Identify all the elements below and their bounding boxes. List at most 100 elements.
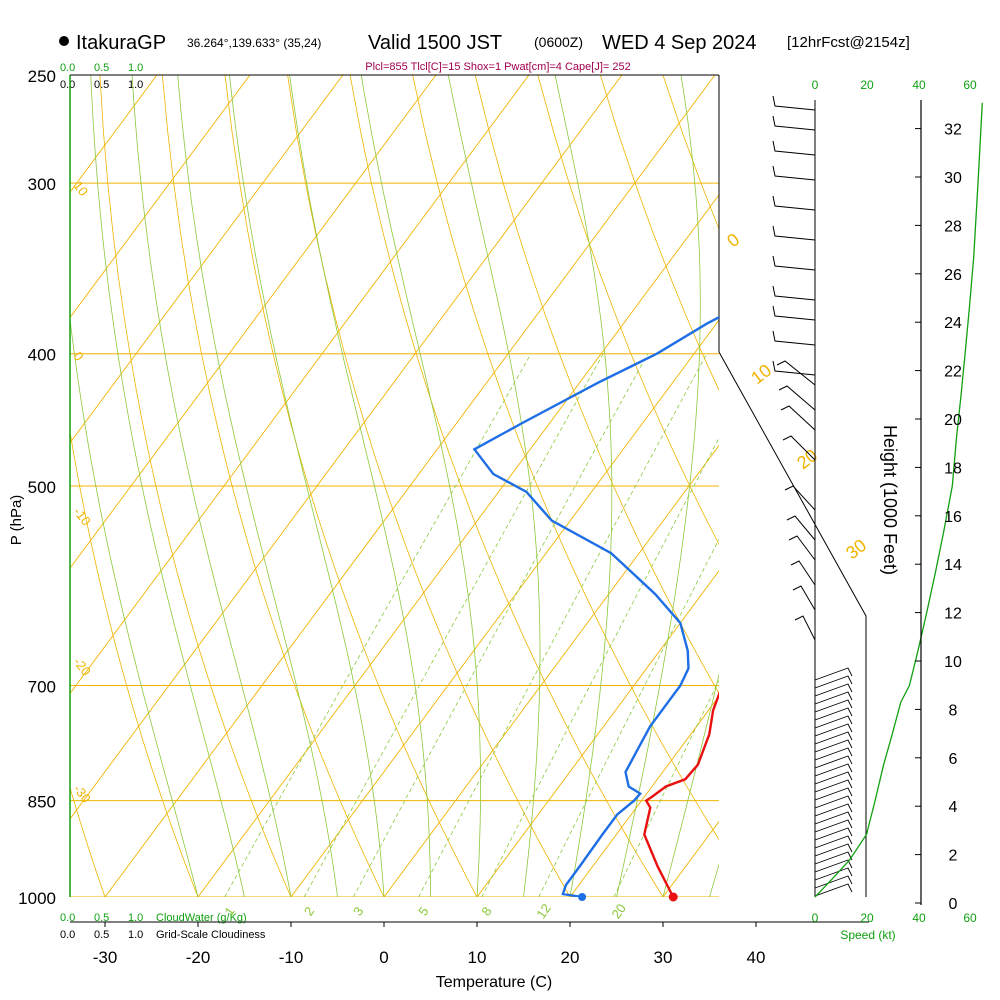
moist-adiabat	[177, 75, 338, 897]
height-tick-label: 18	[944, 460, 962, 477]
cloudiness-bottom-tick-2: 1.0	[128, 929, 143, 941]
temperature-tick-label: 40	[747, 948, 766, 967]
isotherm-label: 0	[723, 229, 743, 251]
station-coords: 36.264°,139.633° (35,24)	[187, 36, 321, 50]
height-tick-label: 14	[944, 557, 962, 574]
height-tick-label: 2	[949, 848, 958, 865]
mixing-ratio-line	[353, 353, 649, 897]
cloudiness-bottom-tick-1: 0.5	[94, 929, 109, 941]
moist-adiabat	[70, 316, 199, 897]
temperature-tick-label: -20	[186, 948, 211, 967]
isotherm-line	[70, 75, 623, 820]
valid-utc: (0600Z)	[534, 34, 583, 50]
valid-date: WED 4 Sep 2024	[602, 32, 757, 54]
dry-adiabat	[726, 75, 1000, 897]
cloudwater-label: CloudWater (g/Kg)	[156, 912, 247, 924]
wind-barb	[788, 535, 816, 561]
isotherm-label: 10	[70, 178, 91, 199]
cloudiness-label: Grid-Scale Cloudiness	[156, 929, 266, 941]
mixing-ratio-line	[303, 353, 604, 897]
height-tick-label: 28	[944, 218, 962, 235]
dry-adiabat	[976, 75, 1000, 897]
height-tick-label: 22	[944, 364, 962, 381]
wind-barb	[790, 560, 816, 586]
wind-barb	[814, 779, 853, 793]
wind-barb	[772, 95, 816, 111]
mixing-ratio-line	[538, 538, 719, 897]
wind-barb	[776, 360, 816, 386]
dry-adiabat	[913, 75, 1000, 897]
speed-scale: 0 20 40 60 0 20 40 60 Speed (kt)	[812, 78, 977, 942]
wind-barb	[772, 285, 816, 301]
sounding-indices: Plcl=855 Tlcl[C]=15 Shox=1 Pwat[cm]=4 Ca…	[365, 61, 630, 73]
dry-adiabat	[412, 75, 719, 841]
wind-barb	[814, 835, 853, 849]
cloudwater-scale-bottom: 0.0 0.5 1.0 CloudWater (g/Kg) 0.0 0.5 1.…	[60, 912, 266, 941]
wind-barb	[814, 675, 853, 689]
isotherm-line	[383, 444, 719, 897]
moist-adiabat	[554, 75, 613, 897]
temperature-tick-label: 10	[468, 948, 487, 967]
isotherm-line	[70, 75, 344, 444]
cloudiness-tick-0: 0.0	[60, 79, 75, 91]
dry-adiabat	[224, 75, 478, 897]
dry-adiabat	[0, 75, 12, 897]
wind-barb	[814, 747, 853, 761]
mixing-ratio-line	[418, 353, 708, 897]
wind-barb	[814, 827, 853, 841]
cloudwater-tick-1: 0.5	[94, 62, 109, 74]
wind-barb	[814, 715, 853, 729]
cloudiness-tick-2: 1.0	[128, 79, 143, 91]
series-dewpoint	[472, 315, 719, 897]
wind-barb	[792, 585, 816, 611]
cloudwater-bottom-tick-0: 0.0	[60, 912, 75, 924]
height-tick-label: 26	[944, 267, 962, 284]
wind-barb	[814, 691, 853, 705]
temperature-tick-label: 20	[561, 948, 580, 967]
speed-top-tick-3: 60	[963, 78, 977, 92]
height-tick-label: 16	[944, 509, 962, 526]
isotherm-label: 20	[793, 445, 821, 473]
isotherm-label: 10	[747, 360, 775, 388]
moist-adiabat	[90, 75, 245, 897]
temperature-tick-label: -10	[279, 948, 304, 967]
moist-adiabat	[229, 75, 385, 897]
dry-adiabat	[537, 75, 719, 546]
pressure-tick-label: 250	[28, 67, 56, 86]
isotherm-label: -10	[70, 504, 93, 528]
wind-barb	[794, 615, 816, 641]
profiles	[472, 291, 861, 897]
moist-adiabat	[289, 75, 431, 897]
isotherm-label: 0	[70, 349, 86, 364]
wind-barb	[814, 763, 853, 777]
wind-barb	[814, 867, 853, 881]
dry-adiabat	[600, 75, 719, 392]
valid-time: Valid 1500 JST	[368, 32, 502, 54]
cloudiness-bottom-tick-0: 0.0	[60, 929, 75, 941]
wind-barb	[814, 787, 853, 801]
series-temperature	[643, 690, 719, 897]
mixing-ratio-label: 8	[478, 904, 494, 919]
height-tick-label: 0	[949, 896, 958, 913]
mixing-ratio-line	[224, 353, 532, 897]
x-axis-label: Temperature (C)	[436, 974, 552, 991]
pressure-tick-label: 300	[28, 175, 56, 194]
moist-adiabat	[447, 75, 541, 897]
height-tick-label: 32	[944, 122, 962, 139]
isotherm-line	[70, 75, 530, 695]
wind-barb	[814, 755, 853, 769]
series-parcel	[722, 291, 861, 685]
pressure-tick-label: 850	[28, 793, 56, 812]
wind-barb	[772, 140, 816, 156]
height-tick-label: 30	[944, 170, 962, 187]
speed-top-tick-2: 40	[912, 78, 926, 92]
height-tick-label: 20	[944, 412, 962, 429]
isotherm-label: 30	[842, 535, 870, 563]
speed-bottom-tick-2: 40	[912, 911, 926, 925]
cloudwater-bottom-tick-2: 1.0	[128, 912, 143, 924]
wind-barb	[772, 115, 816, 131]
wind-barb	[814, 859, 853, 873]
temperature-tick-label: 30	[654, 948, 673, 967]
